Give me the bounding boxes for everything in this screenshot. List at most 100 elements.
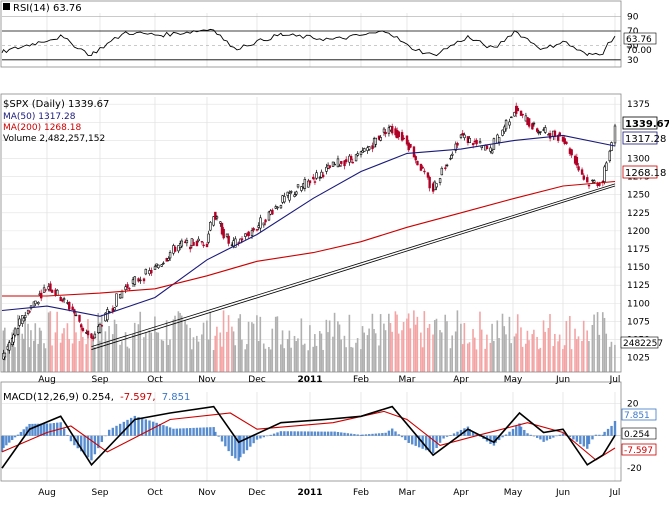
macd-histogram-bar <box>511 428 515 436</box>
candle-body <box>209 221 212 231</box>
x-axis-label: May <box>504 375 523 385</box>
volume-bar <box>21 333 24 372</box>
macd-histogram-bar <box>532 435 536 437</box>
rsi-line <box>1 28 616 57</box>
volume-bar <box>397 333 400 372</box>
candle-body <box>532 122 536 125</box>
macd-histogram-bar <box>519 426 523 436</box>
candle-body <box>490 150 494 154</box>
volume-bar <box>588 341 590 372</box>
candle-body <box>240 238 244 241</box>
macd-histogram-bar <box>346 433 350 436</box>
candle-body <box>279 205 283 209</box>
macd-histogram-bar <box>561 433 565 436</box>
macd-histogram-bar <box>22 429 25 436</box>
macd-histogram-bar <box>575 435 579 442</box>
candle-body <box>44 289 47 291</box>
candle-body <box>475 139 478 145</box>
volume-bar <box>271 328 274 372</box>
volume-bar <box>97 312 99 372</box>
candle-body <box>592 180 596 183</box>
volume-bar <box>80 328 82 372</box>
candle-body <box>570 149 573 156</box>
panel-frame <box>0 0 622 68</box>
volume-bar <box>30 330 32 372</box>
volume-bar <box>274 316 277 372</box>
volume-bar <box>536 336 538 372</box>
volume-bar <box>562 349 564 372</box>
macd-histogram-bar <box>591 435 594 440</box>
candle-body <box>74 314 78 317</box>
macd-histogram-bar <box>598 434 601 436</box>
price-tick-label: 1225 <box>627 209 650 219</box>
volume-bar <box>610 341 613 372</box>
candle-body <box>100 325 104 327</box>
x-axis-label: Oct <box>147 488 163 498</box>
x-axis-labels-middle: Aug Sep Oct Nov Dec 2011 Feb Mar Apr May Jun Jul <box>38 375 620 385</box>
candle-body <box>513 112 516 117</box>
volume-bar <box>14 347 16 372</box>
volume-bar <box>185 324 188 372</box>
macd-histogram-bar <box>239 435 242 458</box>
candle-body <box>162 262 165 265</box>
macd-histogram-bar <box>115 425 118 436</box>
volume-bar <box>596 312 599 372</box>
candle-body <box>124 286 127 290</box>
volume-bar <box>383 323 385 372</box>
volume-bar <box>288 330 291 372</box>
volume-bar <box>515 333 517 372</box>
candle-body <box>307 180 310 188</box>
macd-histogram-bar <box>214 431 217 436</box>
volume-bar <box>461 344 464 372</box>
macd-histogram-bar <box>137 417 140 436</box>
candle-body <box>416 160 419 166</box>
volume-bar <box>608 346 611 372</box>
volume-bar <box>379 314 382 372</box>
volume-bar <box>337 321 339 372</box>
candle-body <box>192 242 195 246</box>
x-axis-label: Oct <box>147 375 163 385</box>
candle-body <box>587 184 591 187</box>
volume-bar <box>237 318 240 372</box>
x-axis-label: Dec <box>248 488 265 498</box>
macd-histogram-bar <box>227 435 230 452</box>
panel-frame <box>0 93 622 373</box>
macd-histogram-bar <box>492 435 496 446</box>
volume-bar <box>413 310 415 372</box>
macd-histogram-bar <box>272 433 276 436</box>
volume-bar <box>192 337 195 372</box>
x-axis-label: 2011 <box>297 488 322 498</box>
volume-bar <box>389 322 392 372</box>
volume-bar <box>93 347 96 372</box>
candle-body <box>180 240 184 247</box>
candle-body <box>356 153 359 156</box>
macd-histogram-bar <box>579 435 582 445</box>
macd-histogram-bar <box>259 435 262 439</box>
volume-bar <box>472 329 474 372</box>
macd-histogram-bar <box>397 434 400 436</box>
ma200-value-label: 1268.18 <box>625 168 666 179</box>
macd-lines <box>0 405 617 469</box>
panel-frame <box>0 381 622 482</box>
macd-histogram-bar <box>86 435 90 458</box>
candle-body <box>296 184 300 188</box>
candle-body <box>409 143 412 148</box>
candle-body <box>225 233 229 237</box>
macd-histogram-bar <box>340 432 343 436</box>
x-axis-label: Apr <box>453 375 469 385</box>
macd-value-label: 0.254 <box>624 430 650 440</box>
macd-histogram-bar <box>289 431 293 436</box>
price-tick-label: 1250 <box>627 191 650 201</box>
volume-bar <box>531 334 534 372</box>
macd-histogram-bar <box>374 433 377 436</box>
candle-body <box>461 133 464 136</box>
hist-label-box <box>621 408 657 421</box>
volume-bars <box>2 310 616 372</box>
macd-histogram-bar <box>523 429 526 436</box>
volume-bar <box>605 333 608 372</box>
candle-body <box>563 138 566 144</box>
candle-body <box>400 132 404 141</box>
volume-bar <box>295 341 298 372</box>
x-axis-label: Sep <box>92 375 109 385</box>
volume-bar <box>226 331 228 372</box>
